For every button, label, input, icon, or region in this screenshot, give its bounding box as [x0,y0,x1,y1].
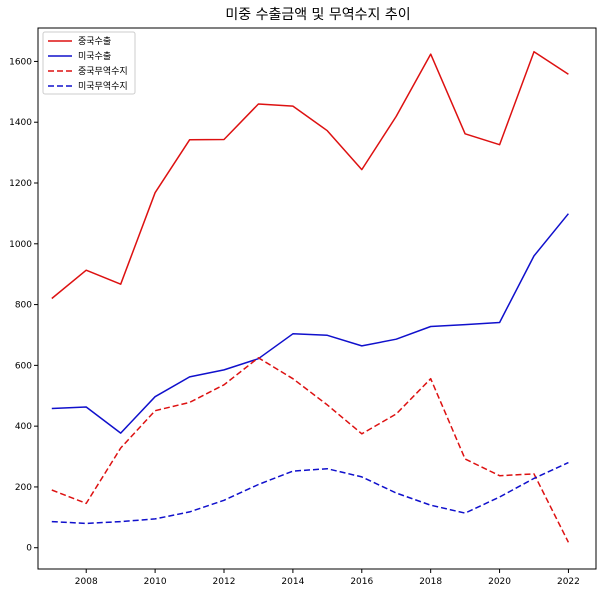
chart-title: 미중 수출금액 및 무역수지 추이 [225,7,410,23]
y-axis: 0 200 400 600 800 1000 1200 1400 1600 [9,57,38,554]
x-tick-label: 2018 [419,577,442,587]
legend-label: 미국무역수지 [78,81,128,92]
x-tick-label: 2016 [350,577,373,587]
y-tick-label: 400 [15,422,32,432]
series-line-3 [51,461,569,525]
y-tick-label: 1200 [9,179,32,189]
x-tick-label: 2012 [213,577,236,587]
y-tick-label: 1400 [9,118,32,128]
y-tick-label: 600 [15,361,32,371]
series-line-1 [51,213,569,434]
x-tick-label: 2008 [75,577,98,587]
y-tick-label: 200 [15,483,32,493]
plot-area [37,27,597,570]
x-tick-label: 2022 [557,577,580,587]
y-tick-label: 1000 [9,240,32,250]
y-tick-label: 800 [15,301,32,311]
x-tick-label: 2014 [281,577,304,587]
x-tick-label: 2010 [144,577,167,587]
legend-label: 중국수출 [78,36,111,47]
legend-box [42,31,136,95]
x-tick-label: 2020 [488,577,511,587]
legend-label: 중국무역수지 [78,66,128,77]
series-line-2 [51,357,570,543]
legend-label: 미국수출 [78,51,111,62]
series-layer [51,50,570,543]
y-tick-label: 1600 [9,57,32,67]
series-line-0 [51,50,569,300]
x-axis: 2008 2010 2012 2014 2016 2018 2020 2022 [75,569,580,587]
y-tick-label: 0 [26,544,32,554]
